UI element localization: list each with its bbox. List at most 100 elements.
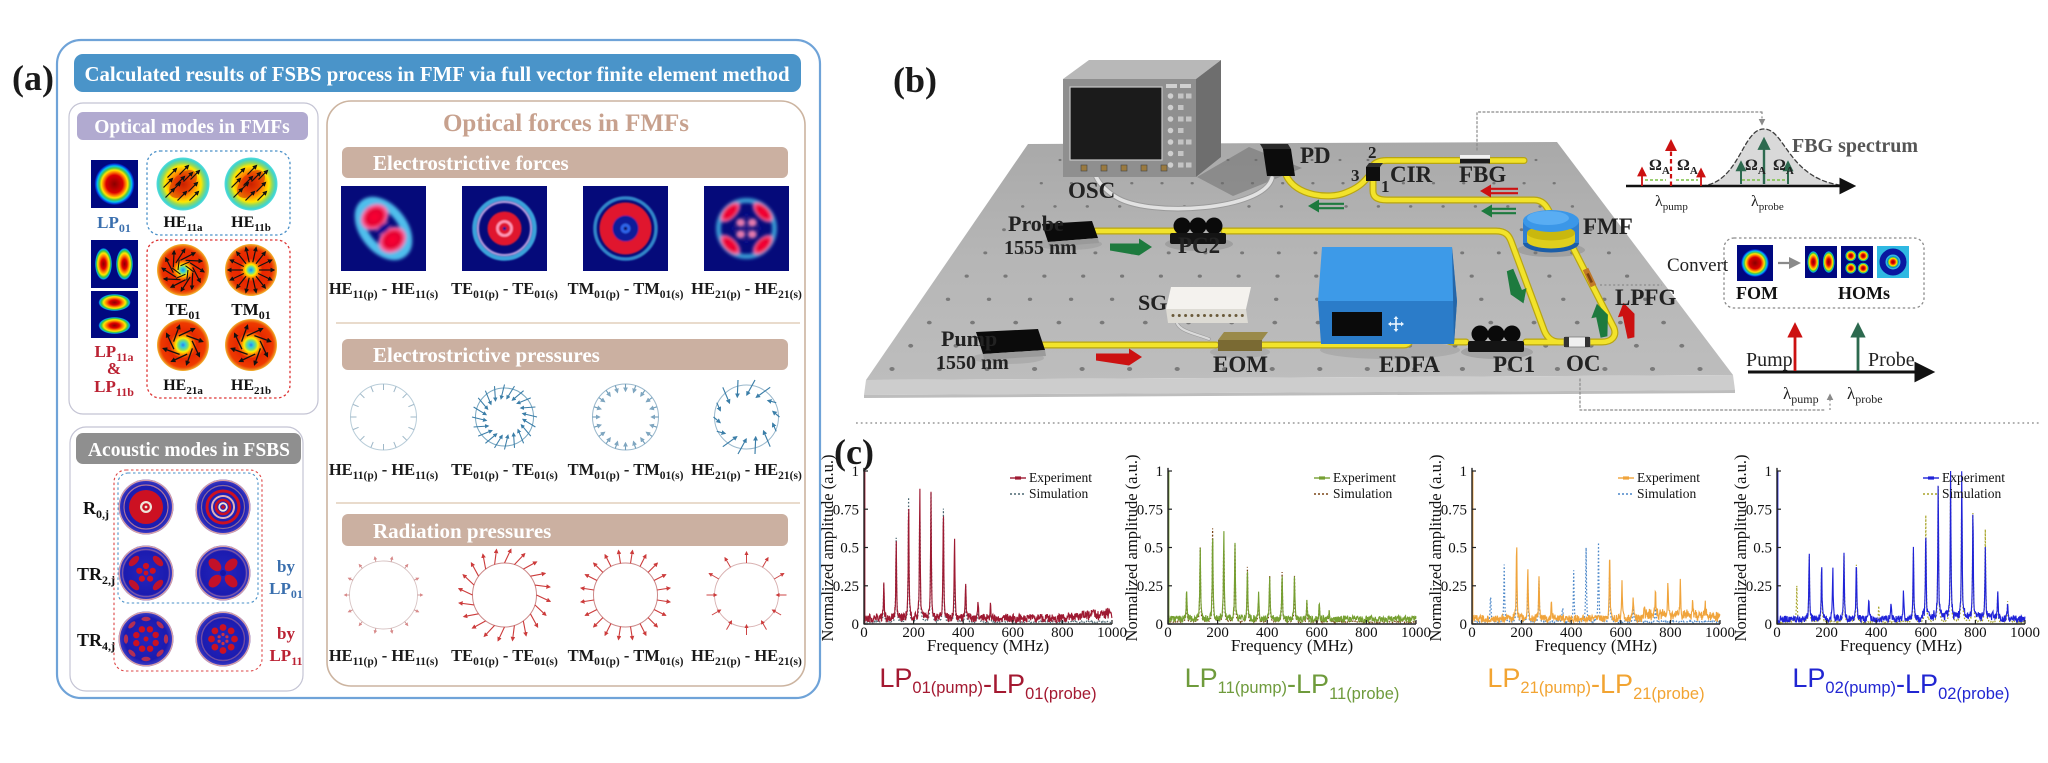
svg-text:TE01: TE01 — [166, 300, 201, 322]
svg-text:Simulation: Simulation — [1942, 486, 2002, 501]
svg-text:by: by — [277, 557, 295, 576]
svg-text:Simulation: Simulation — [1637, 486, 1697, 501]
svg-text:HE21(p) - HE21(s): HE21(p) - HE21(s) — [691, 279, 802, 301]
svg-text:ΩA: ΩA — [1773, 157, 1794, 177]
svg-text:TE01(p) - TE01(s): TE01(p) - TE01(s) — [451, 279, 558, 301]
svg-text:Frequency (MHz): Frequency (MHz) — [1231, 636, 1353, 655]
svg-text:400: 400 — [1865, 625, 1888, 641]
svg-text:TM01(p) - TM01(s): TM01(p) - TM01(s) — [568, 279, 684, 301]
svg-text:Convert: Convert — [1667, 255, 1729, 276]
svg-text:&: & — [107, 359, 121, 378]
svg-text:1000: 1000 — [1097, 625, 1127, 641]
svg-text:FOM: FOM — [1736, 283, 1778, 303]
svg-text:800: 800 — [1051, 625, 1074, 641]
svg-text:LP02(pump)-LP02(probe): LP02(pump)-LP02(probe) — [1792, 663, 2009, 703]
svg-text:ΩA: ΩA — [1677, 157, 1698, 177]
svg-text:1: 1 — [1156, 464, 1164, 480]
svg-text:0.75: 0.75 — [1746, 502, 1772, 518]
svg-text:600: 600 — [1915, 625, 1938, 641]
svg-text:Pump: Pump — [941, 326, 997, 351]
svg-text:800: 800 — [1355, 625, 1378, 641]
svg-text:LP11a: LP11a — [94, 342, 133, 364]
svg-text:0.5: 0.5 — [1448, 541, 1467, 557]
svg-text:0.25: 0.25 — [1137, 579, 1163, 595]
svg-text:Optical modes in FMFs: Optical modes in FMFs — [94, 117, 290, 138]
svg-text:EOM: EOM — [1213, 352, 1268, 377]
svg-text:TM01(p) - TM01(s): TM01(p) - TM01(s) — [568, 460, 684, 482]
svg-text:1550 nm: 1550 nm — [936, 352, 1009, 374]
svg-text:Probe: Probe — [1008, 211, 1064, 236]
svg-text:LP01: LP01 — [97, 213, 131, 235]
svg-text:1000: 1000 — [2010, 625, 2040, 641]
svg-text:ΩA: ΩA — [1649, 157, 1670, 177]
svg-text:HE11b: HE11b — [231, 214, 271, 234]
svg-text:1000: 1000 — [1401, 625, 1431, 641]
svg-text:LP11: LP11 — [269, 646, 302, 668]
svg-text:0: 0 — [1156, 617, 1164, 633]
svg-text:HE21b: HE21b — [231, 377, 271, 397]
svg-text:(c): (c) — [834, 432, 874, 472]
svg-text:λprobe: λprobe — [1847, 384, 1883, 406]
svg-text:TR2,j: TR2,j — [77, 564, 115, 587]
svg-text:Experiment: Experiment — [1333, 470, 1396, 485]
svg-text:(a): (a) — [12, 58, 54, 98]
svg-text:1: 1 — [1381, 177, 1390, 196]
svg-text:Experiment: Experiment — [1942, 470, 2005, 485]
svg-text:Frequency (MHz): Frequency (MHz) — [1840, 636, 1962, 655]
svg-text:LP11(pump)-LP11(probe): LP11(pump)-LP11(probe) — [1185, 663, 1400, 703]
svg-text:HE21a: HE21a — [163, 377, 203, 397]
svg-text:200: 200 — [1815, 625, 1838, 641]
svg-text:HE11(p) - HE11(s): HE11(p) - HE11(s) — [329, 460, 439, 482]
svg-text:200: 200 — [1206, 625, 1229, 641]
svg-text:Probe: Probe — [1868, 349, 1915, 371]
svg-text:Electrostrictive pressures: Electrostrictive pressures — [373, 343, 600, 367]
svg-text:1555 nm: 1555 nm — [1004, 237, 1077, 259]
svg-text:λpump: λpump — [1783, 384, 1819, 406]
svg-text:Optical forces in FMFs: Optical forces in FMFs — [443, 110, 689, 137]
svg-text:HE21(p) - HE21(s): HE21(p) - HE21(s) — [691, 646, 802, 668]
svg-text:FBG: FBG — [1459, 162, 1506, 187]
svg-text:PC1: PC1 — [1493, 352, 1535, 377]
svg-text:OSC: OSC — [1068, 178, 1115, 203]
svg-text:0: 0 — [1460, 617, 1468, 633]
svg-text:EDFA: EDFA — [1379, 352, 1440, 377]
svg-text:λpump: λpump — [1655, 193, 1688, 213]
svg-text:FBG spectrum: FBG spectrum — [1792, 135, 1918, 157]
svg-text:TM01: TM01 — [231, 300, 270, 322]
svg-text:400: 400 — [952, 625, 975, 641]
svg-text:1: 1 — [1460, 464, 1468, 480]
svg-text:Electrostrictive forces: Electrostrictive forces — [373, 151, 569, 175]
svg-text:Normalized amplitude (a.u.): Normalized amplitude (a.u.) — [1731, 455, 1750, 642]
svg-text:0.75: 0.75 — [833, 502, 859, 518]
svg-text:1: 1 — [852, 464, 860, 480]
svg-text:0: 0 — [852, 617, 860, 633]
svg-text:HE11(p) - HE11(s): HE11(p) - HE11(s) — [329, 646, 439, 668]
svg-text:Simulation: Simulation — [1029, 486, 1089, 501]
svg-text:LPFG: LPFG — [1615, 285, 1676, 310]
svg-text:1000: 1000 — [1705, 625, 1735, 641]
svg-text:600: 600 — [1306, 625, 1329, 641]
svg-text:(b): (b) — [893, 60, 937, 100]
svg-text:800: 800 — [1659, 625, 1682, 641]
svg-text:Experiment: Experiment — [1637, 470, 1700, 485]
svg-text:PD: PD — [1300, 143, 1331, 168]
svg-text:600: 600 — [1610, 625, 1633, 641]
svg-text:by: by — [277, 624, 295, 643]
svg-text:0.75: 0.75 — [1137, 502, 1163, 518]
svg-text:TM01(p) - TM01(s): TM01(p) - TM01(s) — [568, 646, 684, 668]
svg-text:TR4,j: TR4,j — [77, 630, 115, 653]
svg-text:0: 0 — [1468, 625, 1476, 641]
svg-text:1: 1 — [1765, 464, 1773, 480]
svg-text:600: 600 — [1002, 625, 1025, 641]
svg-text:LP01(pump)-LP01(probe): LP01(pump)-LP01(probe) — [879, 663, 1096, 703]
svg-text:CIR: CIR — [1390, 162, 1433, 187]
svg-text:OC: OC — [1566, 351, 1601, 376]
svg-text:TE01(p) - TE01(s): TE01(p) - TE01(s) — [451, 460, 558, 482]
svg-text:Acoustic modes in FSBS: Acoustic modes in FSBS — [88, 440, 290, 461]
svg-text:Normalized amplitude (a.u.): Normalized amplitude (a.u.) — [1122, 455, 1141, 642]
svg-text:0.75: 0.75 — [1441, 502, 1467, 518]
svg-text:0.25: 0.25 — [1746, 579, 1772, 595]
svg-text:0: 0 — [860, 625, 868, 641]
svg-text:0.25: 0.25 — [1441, 579, 1467, 595]
svg-text:ΩA: ΩA — [1745, 157, 1766, 177]
